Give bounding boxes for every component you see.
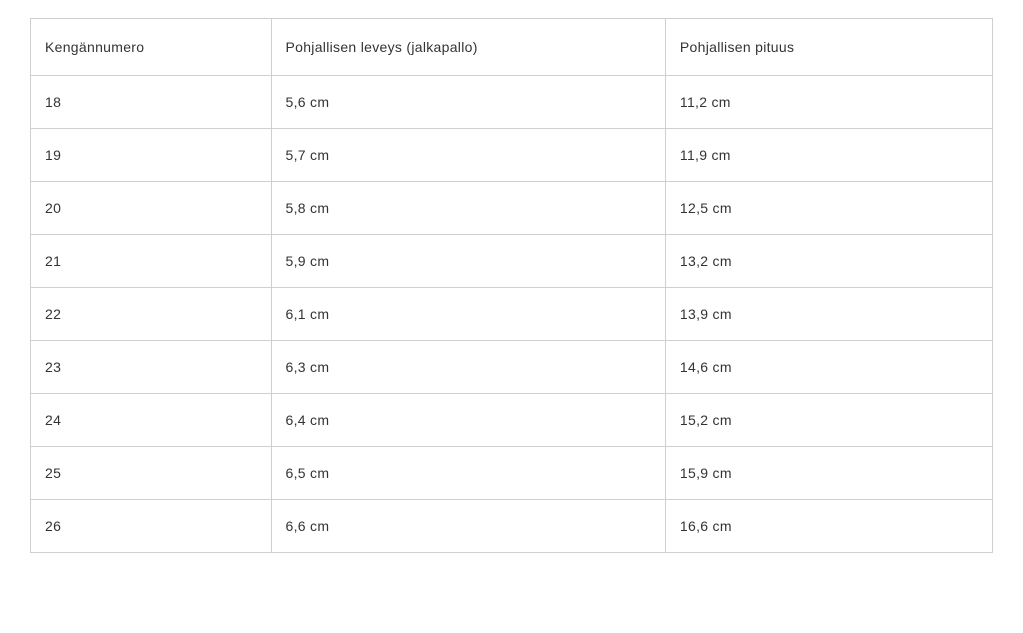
- table-header-row: Kengännumero Pohjallisen leveys (jalkapa…: [31, 19, 993, 76]
- cell-insole-length: 13,9 cm: [665, 288, 992, 341]
- table-row: 22 6,1 cm 13,9 cm: [31, 288, 993, 341]
- cell-insole-width: 5,7 cm: [271, 129, 665, 182]
- table-row: 21 5,9 cm 13,2 cm: [31, 235, 993, 288]
- cell-insole-length: 16,6 cm: [665, 500, 992, 553]
- cell-shoe-size: 21: [31, 235, 272, 288]
- size-table-container: Kengännumero Pohjallisen leveys (jalkapa…: [0, 0, 1023, 583]
- table-row: 19 5,7 cm 11,9 cm: [31, 129, 993, 182]
- cell-shoe-size: 26: [31, 500, 272, 553]
- cell-insole-width: 5,9 cm: [271, 235, 665, 288]
- cell-insole-width: 6,6 cm: [271, 500, 665, 553]
- table-row: 23 6,3 cm 14,6 cm: [31, 341, 993, 394]
- cell-insole-width: 6,3 cm: [271, 341, 665, 394]
- cell-shoe-size: 24: [31, 394, 272, 447]
- cell-shoe-size: 18: [31, 76, 272, 129]
- table-row: 26 6,6 cm 16,6 cm: [31, 500, 993, 553]
- cell-insole-length: 15,9 cm: [665, 447, 992, 500]
- col-header-shoe-size: Kengännumero: [31, 19, 272, 76]
- cell-shoe-size: 22: [31, 288, 272, 341]
- cell-insole-width: 5,8 cm: [271, 182, 665, 235]
- col-header-insole-length: Pohjallisen pituus: [665, 19, 992, 76]
- cell-insole-length: 11,2 cm: [665, 76, 992, 129]
- cell-insole-length: 14,6 cm: [665, 341, 992, 394]
- table-row: 18 5,6 cm 11,2 cm: [31, 76, 993, 129]
- table-row: 20 5,8 cm 12,5 cm: [31, 182, 993, 235]
- cell-insole-width: 5,6 cm: [271, 76, 665, 129]
- cell-insole-width: 6,4 cm: [271, 394, 665, 447]
- cell-insole-length: 11,9 cm: [665, 129, 992, 182]
- cell-insole-width: 6,5 cm: [271, 447, 665, 500]
- cell-insole-length: 13,2 cm: [665, 235, 992, 288]
- table-head: Kengännumero Pohjallisen leveys (jalkapa…: [31, 19, 993, 76]
- table-row: 25 6,5 cm 15,9 cm: [31, 447, 993, 500]
- cell-shoe-size: 19: [31, 129, 272, 182]
- cell-shoe-size: 23: [31, 341, 272, 394]
- cell-insole-length: 15,2 cm: [665, 394, 992, 447]
- col-header-insole-width: Pohjallisen leveys (jalkapallo): [271, 19, 665, 76]
- cell-shoe-size: 20: [31, 182, 272, 235]
- cell-insole-length: 12,5 cm: [665, 182, 992, 235]
- table-body: 18 5,6 cm 11,2 cm 19 5,7 cm 11,9 cm 20 5…: [31, 76, 993, 553]
- table-row: 24 6,4 cm 15,2 cm: [31, 394, 993, 447]
- cell-shoe-size: 25: [31, 447, 272, 500]
- cell-insole-width: 6,1 cm: [271, 288, 665, 341]
- size-table: Kengännumero Pohjallisen leveys (jalkapa…: [30, 18, 993, 553]
